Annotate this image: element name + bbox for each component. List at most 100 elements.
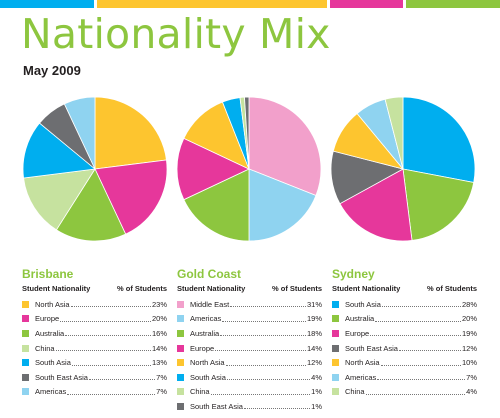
legend-row-europe: Europe 20% (22, 312, 167, 327)
legend-swatch (177, 388, 184, 396)
dot-leader (380, 360, 461, 366)
pie-slice-europe (339, 168, 413, 242)
legend-swatch (177, 315, 184, 323)
dot-leader (220, 330, 306, 337)
pie-slice-australia (55, 168, 127, 242)
dot-leader (243, 403, 311, 410)
legend-title: Sydney (332, 267, 375, 281)
legend-value: 7% (156, 372, 167, 382)
legend-label: Europe (345, 328, 370, 338)
legend-swatch (332, 329, 339, 337)
legend-title: Brisbane (22, 267, 74, 281)
legend-header: Student Nationality % of Students (177, 283, 322, 297)
legend-value: 13% (151, 358, 167, 368)
legend-swatch (177, 300, 184, 308)
legend-label: North Asia (345, 358, 380, 368)
legend-header-percent: % of Students (427, 284, 477, 293)
legend-swatch (332, 315, 339, 323)
pie-chart-gold-coast (176, 96, 322, 242)
legend-row-south-east-asia: South East Asia 7% (22, 370, 167, 385)
legend-header-percent: % of Students (272, 284, 322, 293)
pie-slice-americas (63, 96, 96, 170)
page-title: Nationality Mix (21, 10, 331, 58)
legend-row-americas: Americas 7% (332, 370, 477, 385)
legend-value: 14% (151, 343, 167, 353)
legend-swatch (22, 300, 29, 308)
legend-label: China (345, 387, 365, 397)
legend-row-europe: Europe 14% (177, 341, 322, 356)
legend-rows: Middle East 31% Americas 19% Australia 18% Eur… (177, 297, 322, 414)
pie-chart-brisbane (22, 96, 168, 242)
dot-leader (88, 374, 156, 381)
legend-label: Americas (190, 314, 222, 324)
pie-slice-south-asia (22, 122, 96, 179)
legend-value: 19% (461, 328, 477, 338)
legend-label: Australia (345, 314, 375, 324)
dot-leader (210, 389, 311, 395)
dot-leader (226, 374, 311, 381)
legend-swatch (177, 344, 184, 352)
legend-row-south-asia: South Asia 13% (22, 355, 167, 370)
legend-row-south-asia: South Asia 28% (332, 297, 477, 312)
dot-leader (225, 360, 306, 366)
legend-label: Americas (35, 387, 67, 397)
legend-swatch (332, 373, 339, 381)
pie-slice-europe (176, 137, 250, 201)
legend-row-australia: Australia 18% (177, 326, 322, 341)
legend-row-australia: Australia 16% (22, 326, 167, 341)
legend-header-nationality: Student Nationality (177, 284, 246, 293)
dot-leader (381, 301, 461, 308)
legend-row-americas: Americas 19% (177, 312, 322, 327)
legend-value: 1% (311, 401, 322, 411)
dot-leader (230, 301, 306, 308)
legend-label: North Asia (190, 358, 225, 368)
pie-slice-south-asia (402, 96, 476, 183)
legend-row-china: China 1% (177, 385, 322, 400)
legend-row-china: China 14% (22, 341, 167, 356)
legend-value: 31% (306, 299, 322, 309)
legend-label: South Asia (345, 299, 381, 309)
pie-slice-middle-east (248, 96, 322, 197)
legend-value: 7% (466, 372, 477, 382)
legend-swatch (332, 344, 339, 352)
legend-swatch (22, 359, 29, 367)
legend-label: Australia (190, 328, 220, 338)
dot-leader (365, 389, 466, 395)
top-bar-green (406, 0, 500, 8)
legend-label: South Asia (190, 372, 226, 382)
dot-leader (67, 389, 156, 395)
legend-swatch (332, 359, 339, 367)
legend-header: Student Nationality % of Students (22, 283, 167, 297)
legend-value: 14% (306, 343, 322, 353)
legend-label: China (190, 387, 210, 397)
legend-value: 18% (306, 328, 322, 338)
pie-slice-china (23, 168, 96, 231)
top-bar-cyan (0, 0, 94, 8)
legend-label: Americas (345, 372, 377, 382)
legend-value: 20% (461, 314, 477, 324)
legend-value: 12% (306, 358, 322, 368)
legend-value: 20% (151, 314, 167, 324)
legend-rows: South Asia 28% Australia 20% Europe 19% South … (332, 297, 477, 399)
legend-row-china: China 4% (332, 385, 477, 400)
legend-value: 1% (311, 387, 322, 397)
legend-label: South East Asia (345, 343, 398, 353)
legend-label: Europe (190, 343, 215, 353)
legend-header-nationality: Student Nationality (332, 284, 401, 293)
dot-leader (215, 345, 306, 352)
dot-leader (398, 345, 461, 352)
dot-leader (222, 316, 306, 322)
legend-swatch (177, 359, 184, 367)
legend-value: 19% (306, 314, 322, 324)
legend-swatch (22, 315, 29, 323)
legend-row-north-asia: North Asia 12% (177, 355, 322, 370)
legend-brisbane: Brisbane Student Nationality % of Studen… (22, 267, 167, 399)
legend-row-north-asia: North Asia 23% (22, 297, 167, 312)
legend-gold-coast: Gold Coast Student Nationality % of Stud… (177, 267, 322, 414)
legend-row-north-asia: North Asia 10% (332, 355, 477, 370)
legend-value: 7% (156, 387, 167, 397)
pie-slice-north-asia (94, 96, 167, 170)
legend-swatch (332, 300, 339, 308)
dot-leader (65, 330, 151, 337)
legend-rows: North Asia 23% Europe 20% Australia 16% China 1… (22, 297, 167, 399)
